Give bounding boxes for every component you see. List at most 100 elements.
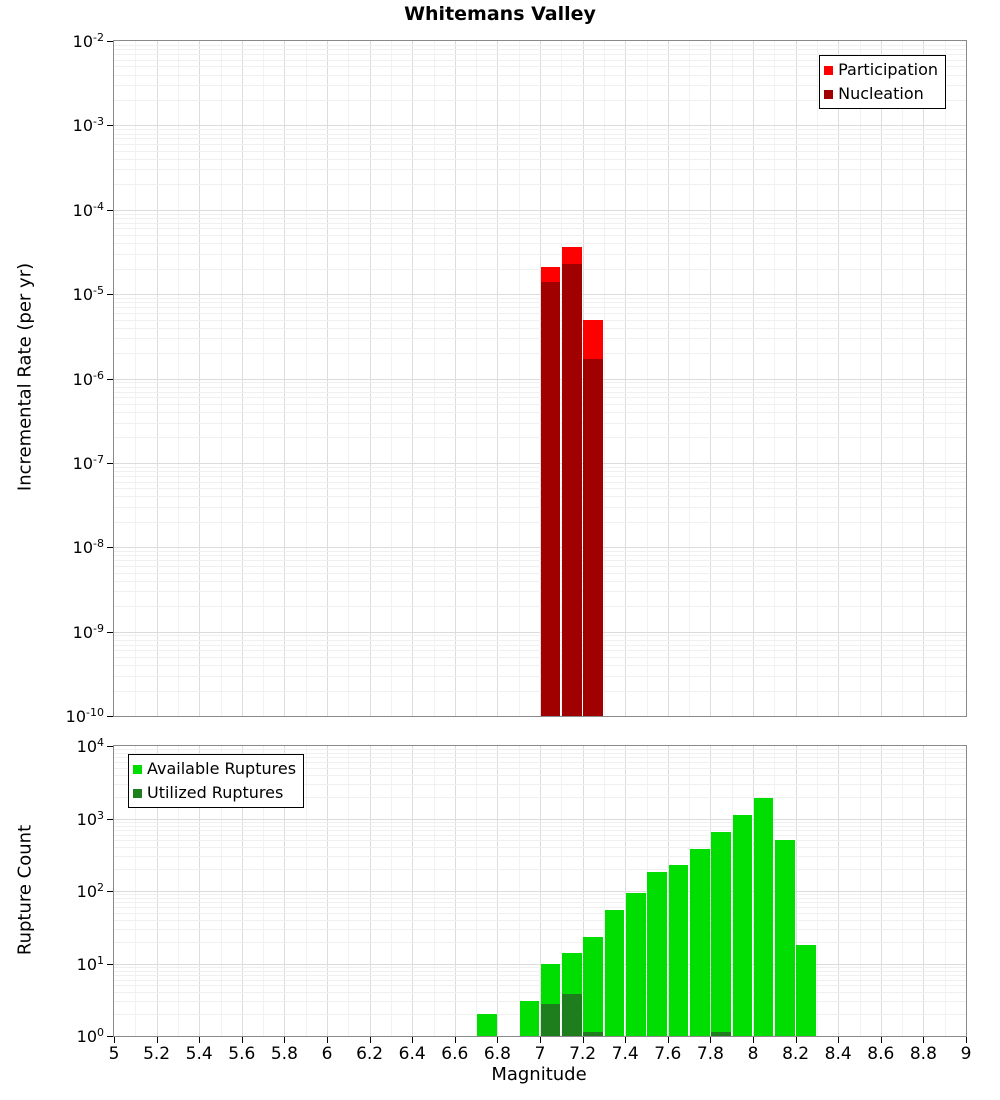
legend-swatch-available-ruptures [133,764,142,774]
y-tick-label: 100 [76,1025,104,1047]
gridline-horizontal-minor [114,268,966,270]
x-tick-label: 5.4 [185,1044,213,1064]
x-tick-label: 8.8 [909,1044,937,1064]
x-tick-label: 6.6 [441,1044,469,1064]
gridline-horizontal-minor [114,403,966,405]
y-tick-label: 102 [76,880,104,902]
gridline-horizontal-minor [114,966,966,968]
x-tick-mark [923,1037,925,1043]
bar-available-ruptures [732,815,753,1036]
gridline-horizontal-minor [114,979,966,981]
legend-swatch-participation [824,65,834,75]
y-tick-mark [107,1036,113,1037]
gridline-horizontal-minor [114,382,966,384]
legend-label: Participation [838,60,938,79]
gridline-horizontal-minor [114,869,966,871]
gridline-horizontal-minor [114,856,966,858]
x-tick-mark [838,1037,840,1043]
y-tick-label: 10-9 [72,621,104,642]
gridline-horizontal-major [114,378,966,380]
bar-nucleation [583,359,604,716]
legend-item-nucleation: Nucleation [824,82,938,106]
bar-available-ruptures [583,937,604,1036]
x-tick-label: 7.4 [611,1044,639,1064]
x-tick-label: 5 [108,1044,120,1064]
y-tick-mark [107,891,113,892]
plot-area-count: Available Ruptures Utilized Ruptures [113,745,967,1037]
gridline-horizontal-minor [114,422,966,424]
gridline-horizontal-minor [114,928,966,930]
gridline-horizontal-minor [114,675,966,677]
x-tick-mark [625,1037,627,1043]
gridline-horizontal-minor [114,133,966,135]
gridline-horizontal-minor [114,821,966,823]
y-tick-mark [107,294,113,296]
legend-label: Utilized Ruptures [147,783,284,802]
gridline-horizontal-minor [114,319,966,321]
gridline-horizontal-minor [114,919,966,921]
bar-available-ruptures [689,848,710,1036]
gridline-horizontal-minor [114,992,966,994]
y-tick-mark [107,963,113,965]
y-tick-mark [107,41,113,42]
gridline-horizontal-minor [114,657,966,659]
gridline-horizontal-minor [114,54,966,56]
gridline-horizontal-minor [114,99,966,101]
x-tick-mark [582,1037,584,1043]
gridline-horizontal-minor [114,555,966,557]
gridline-horizontal-minor [114,217,966,219]
y-tick-label: 10-2 [72,30,104,52]
x-tick-mark [241,1037,243,1043]
gridline-horizontal-minor [114,767,966,769]
gridline-horizontal-minor [114,591,966,593]
x-tick-mark [795,1037,797,1043]
x-tick-label: 7.2 [569,1044,597,1064]
x-tick-mark [454,1037,456,1043]
x-tick-mark [540,1037,541,1043]
gridline-horizontal-minor [114,572,966,574]
gridline-horizontal-minor [114,437,966,439]
y-tick-mark [107,631,113,633]
legend-item-available-ruptures: Available Ruptures [133,757,296,781]
gridline-horizontal-minor [114,253,966,255]
x-tick-label: 5.6 [228,1044,256,1064]
x-tick-label: 6 [321,1044,333,1064]
x-tick-mark [327,1037,328,1043]
legend-label: Nucleation [838,84,924,103]
gridline-horizontal-major [114,631,966,633]
y-tick-label: 10-3 [72,115,104,136]
y-tick-label: 104 [76,735,104,757]
chart-title: Whitemans Valley [404,3,596,25]
bar-available-ruptures [647,872,667,1036]
gridline-horizontal-minor [114,753,966,755]
y-tick-label: 10-10 [65,705,104,727]
gridline-horizontal-minor [114,580,966,582]
gridline-horizontal-minor [114,970,966,972]
y-tick-label: 10-5 [72,283,104,305]
x-tick-mark [284,1037,286,1043]
gridline-horizontal-minor [114,912,966,914]
gridline-horizontal-minor [114,412,966,414]
gridline-horizontal-minor [114,757,966,759]
gridline-horizontal-minor [114,471,966,473]
gridline-horizontal-minor [114,749,966,751]
gridline-horizontal-minor [114,506,966,508]
gridline-horizontal-minor [114,397,966,399]
gridline-horizontal-minor [114,825,966,827]
gridline-horizontal-minor [114,644,966,646]
gridline-horizontal-minor [114,481,966,483]
gridline-horizontal-minor [114,338,966,340]
gridline-horizontal-minor [114,774,966,776]
gridline-horizontal-minor [114,297,966,299]
gridline-horizontal-minor [114,129,966,131]
y-tick-label: 10-6 [72,368,104,389]
legend-label: Available Ruptures [147,759,297,778]
bar-available-ruptures [711,832,731,1036]
x-tick-mark [753,1037,754,1043]
gridline-horizontal-minor [114,222,966,224]
x-tick-label: 7 [534,1044,546,1064]
y-tick-label: 10-7 [72,452,104,474]
gridline-horizontal-major [114,209,966,211]
y-tick-mark [107,462,113,464]
x-tick-label: 7.8 [696,1044,724,1064]
